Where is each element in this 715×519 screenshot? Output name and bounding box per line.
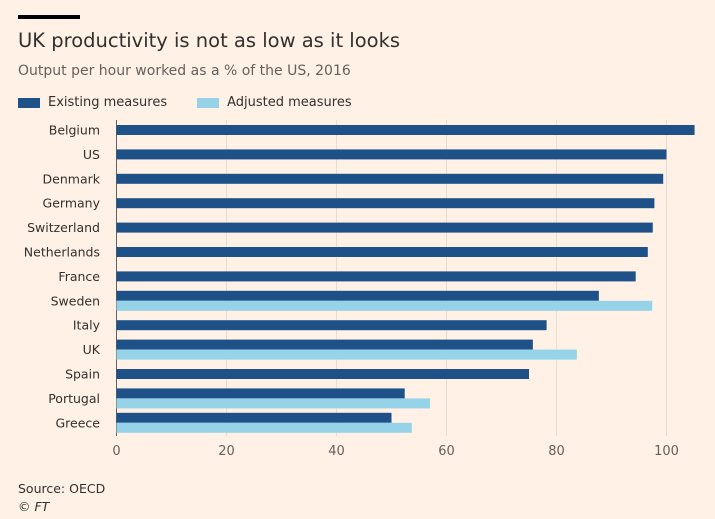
category-label: Portugal [48,391,100,406]
legend-item-adjusted: Adjusted measures [197,95,352,110]
x-tick-label: 100 [654,444,679,459]
bar-existing-us [116,149,667,160]
bar-adjusted-sweden [116,300,653,311]
legend-label-existing: Existing measures [48,95,168,110]
legend: Existing measures Adjusted measures [18,95,352,110]
bar-adjusted-uk [116,349,577,360]
bar-existing-denmark [116,173,664,184]
legend-item-existing: Existing measures [18,95,167,110]
category-label: Netherlands [24,245,100,260]
x-tick-label: 0 [112,444,120,459]
category-label: Belgium [49,123,100,138]
bar-existing-greece [116,412,392,423]
category-label: US [83,147,100,162]
category-label: UK [83,342,101,357]
bar-existing-uk [116,339,533,350]
x-tick-label: 80 [548,444,565,459]
bar-adjusted-portugal [116,398,430,409]
category-label: France [58,269,100,284]
x-tick-label: 60 [438,444,455,459]
category-label: Switzerland [27,220,100,235]
x-tick-label: 40 [328,444,345,459]
category-label: Spain [65,367,100,382]
category-label: Germany [43,196,101,211]
bar-existing-belgium [116,125,695,135]
ft-top-rule [18,15,80,19]
legend-swatch-adjusted [197,97,220,108]
ft-credit: © FT [18,499,50,514]
bar-adjusted-greece [116,422,412,433]
bar-existing-sweden [116,290,599,301]
legend-label-adjusted: Adjusted measures [227,95,352,110]
bar-existing-france [116,271,636,282]
category-label: Sweden [51,293,100,308]
source-note: Source: OECD [18,481,106,496]
bar-existing-portugal [116,388,405,399]
bar-existing-netherlands [116,247,648,257]
x-tick-label: 20 [218,444,235,459]
category-label: Italy [73,318,101,333]
category-label: Greece [56,415,101,430]
bar-existing-switzerland [116,222,653,233]
chart-title: UK productivity is not as low as it look… [18,29,401,52]
category-label: Denmark [43,171,101,186]
bar-existing-italy [116,320,547,331]
bar-existing-germany [116,198,655,209]
bar-existing-spain [116,369,529,379]
legend-swatch-existing [18,97,40,108]
chart-subtitle: Output per hour worked as a % of the US,… [18,63,351,79]
